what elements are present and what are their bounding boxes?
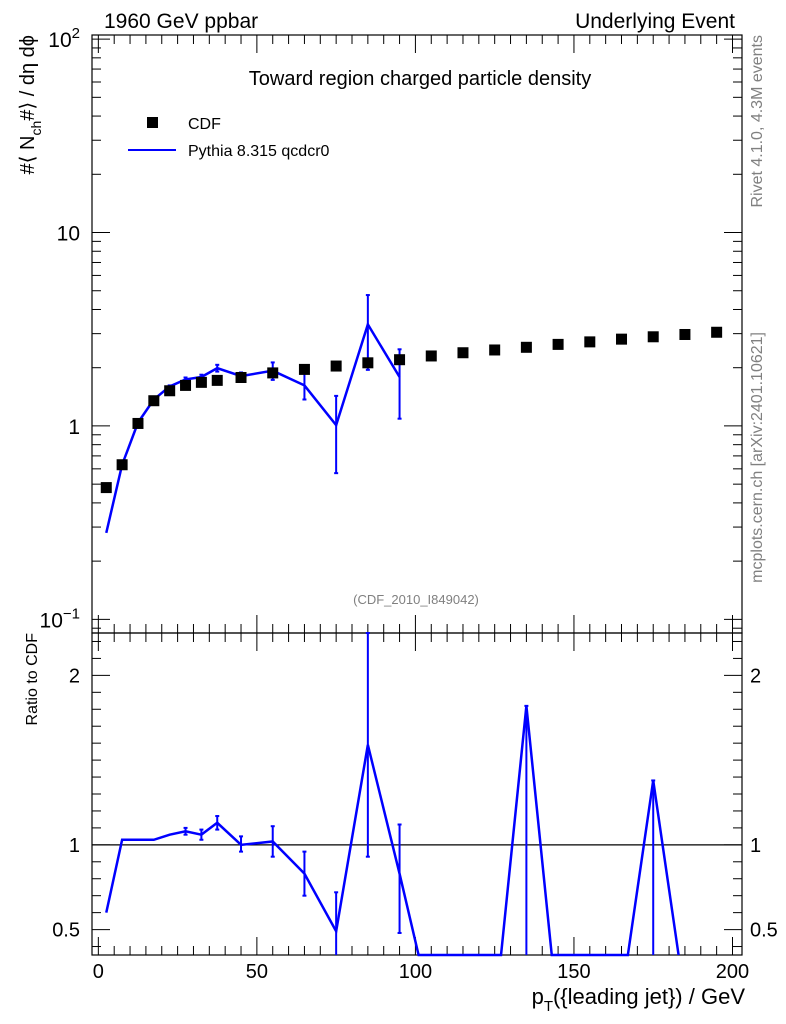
ratio-y-tick-label-right: 1 [750,835,761,857]
y-tick-label: 10 [57,223,80,246]
cdf-data-point [330,360,342,372]
main-axis-ticks [92,35,742,633]
cdf-data-point [457,347,469,359]
cdf-data-point [362,357,374,369]
y-label-subscript: ch [28,121,44,136]
y-tick-label-base: 10 [48,29,71,52]
y-tick-label-exponent: −1 [63,605,80,622]
cdf-data-point [394,354,406,366]
cdf-data-point [235,371,247,383]
ratio-y-tick-label-left: 0.5 [52,920,80,942]
ratio-series-group [92,632,742,957]
y-tick-label: 102 [48,25,80,52]
ratio-plot-frame [91,632,743,956]
x-axis-label: pT({leading jet}) / GeV [532,984,746,1015]
cdf-data-point [180,379,192,391]
main-y-axis-label: #⟨ Nch#⟩ / dη dϕ [17,35,44,174]
ratio-curve [105,705,680,957]
ratio-tick-labels: 0.5 0.5 1 1 2 2 0 50 100 150 200 [52,665,778,983]
y-tick-label-base: 10 [40,609,63,632]
legend-cdf-label: CDF [188,116,221,133]
cdf-data-point [211,374,223,386]
header-analysis-label: Underlying Event [575,10,735,33]
ratio-y-tick-label-right: 0.5 [750,920,778,942]
y-tick-label: 10−1 [40,605,80,632]
x-tick-label: 50 [246,961,268,983]
cdf-data-point [520,341,532,353]
cdf-data-point [195,376,207,388]
cdf-data-point [425,350,437,362]
ratio-y-axis-label: Ratio to CDF [24,633,41,726]
ratio-y-tick-label-left: 1 [69,835,80,857]
x-label-part-a: p [532,984,544,1009]
legend-cdf-marker [147,117,158,128]
cdf-data-point [489,344,501,356]
x-label-subscript: T [544,998,553,1015]
y-tick-label-base: 1 [68,416,80,439]
cdf-data-point [164,385,176,397]
y-tick-label-base: 10 [57,223,80,246]
cdf-data-point [679,328,691,340]
cdf-data-point [148,395,160,407]
cdf-data-point [267,367,279,379]
source-reference-label: mcplots.cern.ch [arXiv:2401.10621] [749,332,766,583]
x-tick-label: 150 [557,961,590,983]
y-tick-label: 1 [68,416,80,439]
main-series-group [100,294,723,534]
y-label-part-b: #⟩ / dη dϕ [17,35,39,121]
ratio-y-tick-label-left: 2 [69,665,80,687]
cdf-data-point [616,333,628,345]
ratio-axis-ticks [92,633,742,955]
x-tick-label: 100 [399,961,432,983]
cdf-data-point [711,326,723,338]
ratio-plot-panel: 0.5 0.5 1 1 2 2 0 50 100 150 200 Ratio to CDF [24,632,778,983]
ratio-y-tick-label-right: 2 [750,665,761,687]
legend: CDF Pythia 8.315 qcdcr0 [128,116,330,160]
y-tick-label-exponent: 2 [72,25,80,42]
cdf-data-point [552,338,564,350]
x-label-part-b: ({leading jet}) / GeV [553,984,745,1009]
header-energy-label: 1960 GeV ppbar [104,10,258,33]
main-plot-title: Toward region charged particle density [249,68,591,90]
cdf-data-point [298,363,310,375]
x-tick-label: 200 [716,961,749,983]
cdf-data-point [584,336,596,348]
cdf-data-point [132,417,144,429]
cdf-data-point [100,482,112,494]
cdf-data-point [647,331,659,343]
rivet-info-label: Rivet 4.1.0, 4.3M events [749,35,766,208]
main-plot-panel: Toward region charged particle density (… [17,25,743,634]
y-label-part-a: #⟨ N [17,136,39,175]
pythia-curve [105,321,401,534]
x-tick-label: 0 [93,961,104,983]
cdf-data-point [116,459,128,471]
analysis-watermark: (CDF_2010_I849042) [353,592,479,607]
legend-pythia-label: Pythia 8.315 qcdcr0 [188,143,330,160]
